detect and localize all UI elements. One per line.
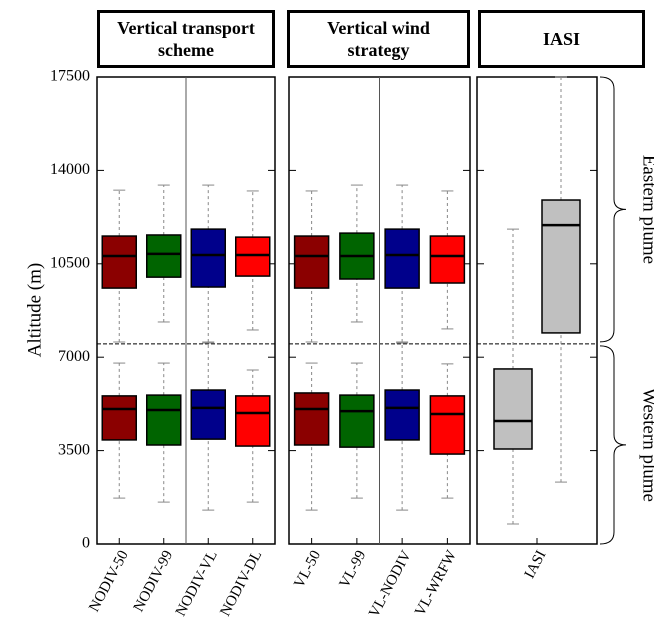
panel-header: Vertical transport scheme [97,10,275,68]
box [384,389,420,441]
panel-header: Vertical wind strategy [287,10,470,68]
box [235,236,271,277]
box [235,395,271,447]
region-label: Western plume [639,388,654,502]
box [146,394,182,446]
x-tick-label: NODIV-DL [217,548,265,619]
region-brace [599,345,627,545]
box [339,394,375,448]
panel-header: IASI [478,10,645,68]
y-tick-label: 14000 [50,161,90,178]
box [190,228,226,288]
box [384,228,420,289]
x-tick-label: NODIV-VL [173,548,221,619]
box [541,199,581,334]
y-tick-label: 7000 [58,348,90,365]
x-tick-label: VL-50 [291,548,324,591]
box [101,235,137,289]
x-tick-label: IASI [522,548,550,581]
y-tick-label: 0 [82,535,90,552]
x-tick-label: VL-99 [337,548,370,591]
box [493,368,533,450]
x-tick-label: VL-NODIV [366,548,415,619]
box [146,234,182,278]
region-label: Eastern plume [639,155,654,264]
y-axis-label: Altitude (m) [24,263,45,357]
box [293,235,330,289]
x-tick-label: NODIV-99 [131,548,177,615]
box [293,392,330,446]
region-brace [599,76,627,343]
y-tick-label: 10500 [50,254,90,271]
y-tick-label: 17500 [50,68,90,85]
x-tick-label: NODIV-50 [86,548,132,615]
box [190,389,226,440]
box [101,395,137,441]
x-tick-label: VL-WRFW [412,547,460,619]
box [429,395,466,455]
box [429,235,466,284]
y-tick-label: 3500 [58,441,90,458]
